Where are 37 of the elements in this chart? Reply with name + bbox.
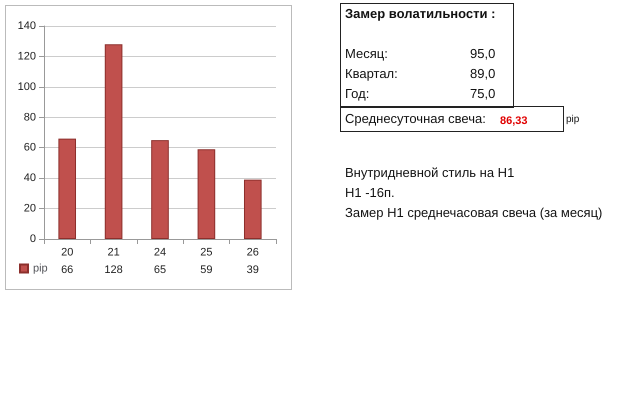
text: Замер волатильности : (345, 6, 496, 21)
y-tick-label: 120 (18, 50, 36, 62)
bar (151, 140, 169, 239)
y-tick-label: 140 (18, 20, 36, 32)
x-tick-label: 24 (154, 246, 166, 258)
y-tick-label: 40 (24, 172, 36, 184)
data-label: 66 (61, 264, 74, 276)
y-tick-label: 100 (18, 80, 36, 93)
text: 95,0 (470, 46, 496, 61)
bar (198, 149, 216, 239)
bar (104, 44, 122, 239)
data-label: 65 (154, 264, 166, 276)
text: 86,33 (500, 115, 528, 127)
bar (244, 180, 262, 239)
text: Год: (345, 86, 370, 101)
text: 75,0 (470, 86, 496, 101)
bar (58, 138, 76, 239)
y-tick-label: 20 (24, 202, 36, 215)
text: Месяц: (345, 46, 388, 61)
x-tick-label: 26 (246, 246, 259, 258)
text: 89,0 (470, 66, 496, 81)
x-tick-label: 25 (200, 246, 213, 258)
x-tick-label: 21 (107, 246, 120, 258)
text: Среднесуточная свеча: (345, 111, 486, 126)
legend-label: pip (33, 262, 48, 274)
y-tick-label: 80 (24, 111, 36, 124)
data-label: 128 (104, 264, 123, 276)
text: Квартал: (345, 66, 398, 81)
text: Замер H1 среднечасовая свеча (за месяц) (345, 205, 602, 220)
x-tick-label: 20 (61, 246, 74, 258)
data-label: 59 (200, 264, 213, 276)
y-tick-label: 0 (30, 233, 36, 245)
y-tick-label: 60 (24, 142, 36, 154)
data-label: 39 (246, 264, 259, 276)
text: pip (566, 114, 580, 125)
text: Внутридневной стиль на H1 (345, 165, 514, 180)
text: H1 -16п. (345, 185, 395, 200)
